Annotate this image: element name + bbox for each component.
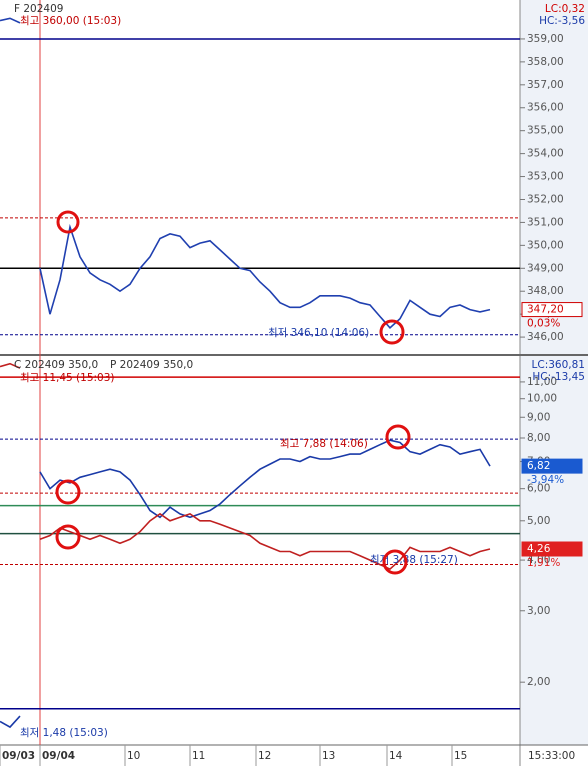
y-tick-label: 2,00	[527, 676, 550, 688]
last-price-box	[521, 541, 583, 557]
x-tick-label: 14	[389, 750, 403, 762]
highlight-circle	[56, 210, 80, 234]
highlight-circle	[385, 424, 411, 450]
content: 346,00347,00348,00349,00350,00351,00352,…	[0, 17, 583, 766]
annotation: 최저 1,48 (15:03)	[20, 727, 108, 739]
y-tick-label: 350,00	[527, 239, 564, 251]
change-label: 1,91%	[527, 557, 560, 569]
y-tick-label: 352,00	[527, 193, 564, 205]
annotation: 최저 3,88 (15:27)	[370, 554, 458, 566]
y-tick-label: 11,00	[527, 376, 557, 388]
y-tick-label: 9,00	[527, 411, 550, 423]
y-tick-label: 4,00	[527, 554, 550, 566]
annotation: 최고 7,88 (14:06)	[280, 438, 368, 450]
y-tick-label: 348,00	[527, 285, 564, 297]
last-price-label: 4,26	[527, 543, 551, 555]
x-tick-label: 10	[127, 750, 140, 762]
top-hc: HC:-3,56	[539, 15, 585, 27]
annotation: 최고 11,45 (15:03)	[20, 372, 115, 384]
annotation: 최저 346,10 (14:06)	[268, 327, 369, 339]
highlight-circle	[55, 479, 81, 505]
highlight-circle	[55, 524, 81, 550]
last-price-box	[521, 458, 583, 474]
y-tick-label: 349,00	[527, 262, 564, 274]
price-line	[0, 439, 491, 729]
call-title: C 202409 350,0	[14, 359, 98, 371]
y-tick-label: 10,00	[527, 393, 557, 405]
y-tick-label: 346,00	[527, 331, 564, 343]
y-tick-label: 3,00	[527, 605, 550, 617]
y-tick-label: 6,00	[527, 483, 550, 495]
y-tick-label: 356,00	[527, 102, 564, 114]
top-title: F 202409	[14, 3, 63, 15]
axis-panel	[520, 0, 588, 745]
last-price-label: 6,82	[527, 460, 550, 472]
last-price-box	[521, 302, 583, 318]
bottom-hc: HC:-13,45	[532, 371, 585, 383]
y-tick-label: 355,00	[527, 125, 564, 137]
x-tick-label: 09/04	[42, 750, 75, 762]
y-tick-label: 354,00	[527, 148, 564, 160]
x-tick-label: 13	[322, 750, 335, 762]
price-line	[0, 362, 491, 571]
last-price-label: 347,20	[527, 304, 564, 316]
price-line	[0, 17, 491, 330]
put-title: P 202409 350,0	[110, 359, 193, 371]
bottom-lc: LC:360,81	[532, 359, 585, 371]
time-label: 15:33:00	[528, 750, 575, 762]
y-tick-label: 353,00	[527, 171, 564, 183]
highlight-circle	[379, 319, 405, 345]
y-tick-label: 5,00	[527, 515, 550, 527]
y-tick-label: 8,00	[527, 432, 550, 444]
y-tick-label: 351,00	[527, 216, 564, 228]
y-tick-label: 359,00	[527, 33, 564, 45]
change-label: -3,94%	[527, 474, 564, 486]
x-tick-label: 15	[454, 750, 467, 762]
top-lc: LC:0,32	[545, 3, 585, 15]
x-tick-label: 11	[192, 750, 205, 762]
y-tick-label: 358,00	[527, 56, 564, 68]
x-tick-label: 12	[258, 750, 271, 762]
y-tick-label: 357,00	[527, 79, 564, 91]
highlight-circle	[382, 549, 408, 575]
x-tick-label: 09/03	[2, 750, 35, 762]
annotation: 최고 360,00 (15:03)	[20, 15, 121, 27]
change-label: 0,03%	[527, 318, 560, 330]
